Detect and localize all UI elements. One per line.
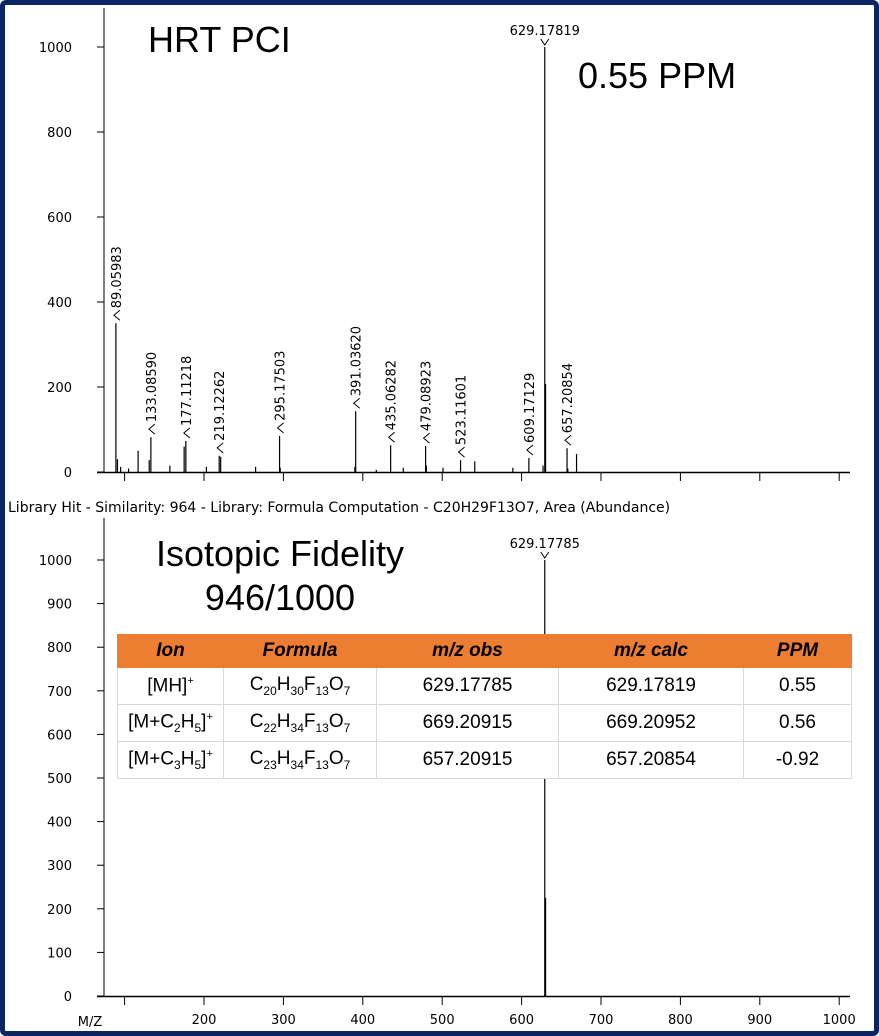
top-spectrum: 0 200 400 600 800 1000 89.05983 133.08590 177.11… — [39, 8, 850, 481]
mz-calc-cell: 629.17819 — [558, 667, 744, 705]
ppm-cell: -0.92 — [743, 741, 852, 779]
ion-table: Ion Formula m/z obs m/z calc PPM [MH]+ C… — [117, 634, 852, 779]
table-header-row: Ion Formula m/z obs m/z calc PPM — [117, 634, 852, 668]
x-tick-label: 700 — [589, 1013, 614, 1028]
x-tick-label: 900 — [747, 1013, 772, 1028]
peak-marker — [148, 423, 156, 435]
y-tick-label: 300 — [47, 859, 72, 874]
x-tick-label: 300 — [271, 1013, 296, 1028]
y-tick-label: 600 — [47, 728, 72, 743]
peak-marker — [457, 446, 465, 458]
y-tick-label: 100 — [47, 946, 72, 961]
peak-marker — [387, 431, 395, 443]
peak-label: 523.11601 — [455, 375, 470, 445]
x-axis-label: M/Z — [78, 1015, 103, 1030]
header-ion: Ion — [117, 634, 224, 668]
peak-label: 89.05983 — [110, 246, 125, 308]
peak-marker — [422, 432, 430, 444]
y-tick-label: 1000 — [39, 554, 72, 569]
y-tick-label: 600 — [47, 211, 72, 226]
peak-label: 479.08923 — [420, 361, 435, 431]
peak-marker — [113, 309, 121, 321]
peak-label: 133.08590 — [145, 352, 160, 422]
ion-cell: [MH]+ — [117, 667, 224, 705]
peak-marker — [540, 38, 550, 46]
x-tick-label: 600 — [509, 1013, 534, 1028]
x-tick-label: 1000 — [823, 1013, 856, 1028]
peak-label: 609.17129 — [523, 373, 538, 443]
y-tick-label: 400 — [47, 296, 72, 311]
bottom-spectrum: 0 100 200 300 400 500 600 700 800 900 1000 200 300 40… — [39, 518, 856, 1028]
peak-marker — [276, 422, 284, 434]
table-row: [M+C3H5]+ C23H34F13O7 657.20915 657.2085… — [117, 741, 852, 779]
y-tick-label: 200 — [47, 903, 72, 918]
mz-calc-cell: 657.20854 — [558, 741, 744, 779]
mz-obs-cell: 629.17785 — [376, 667, 559, 705]
ion-cell: [M+C3H5]+ — [117, 741, 224, 779]
x-tick-label: 500 — [430, 1013, 455, 1028]
formula-cell: C20H30F13O7 — [223, 667, 377, 705]
peak-label: 219.12262 — [213, 371, 228, 441]
y-tick-label: 1000 — [39, 41, 72, 56]
bottom-chart-title: Isotopic Fidelity — [156, 533, 404, 574]
y-tick-label: 0 — [64, 466, 72, 481]
ion-cell: [M+C2H5]+ — [117, 704, 224, 742]
formula-cell: C22H34F13O7 — [223, 704, 377, 742]
mz-calc-cell: 669.20952 — [558, 704, 744, 742]
peak-label: 629.17819 — [510, 24, 580, 39]
y-tick-label: 0 — [64, 990, 72, 1005]
peak-label: 657.20854 — [561, 363, 576, 433]
x-tick-label: 400 — [350, 1013, 375, 1028]
header-ppm: PPM — [743, 634, 852, 668]
x-tick-label: 200 — [192, 1013, 217, 1028]
top-chart-title: HRT PCI — [148, 19, 291, 60]
formula-cell: C23H34F13O7 — [223, 741, 377, 779]
peak-label: 295.17503 — [274, 351, 289, 421]
header-mz-obs: m/z obs — [376, 634, 559, 668]
mz-obs-cell: 657.20915 — [376, 741, 559, 779]
x-tick-label: 800 — [668, 1013, 693, 1028]
y-tick-label: 800 — [47, 641, 72, 656]
peak-marker — [526, 444, 534, 456]
y-tick-label: 900 — [47, 598, 72, 613]
header-formula: Formula — [223, 634, 377, 668]
y-tick-label: 500 — [47, 772, 72, 787]
table-row: [M+C2H5]+ C22H34F13O7 669.20915 669.2095… — [117, 704, 852, 742]
peak-marker — [216, 442, 224, 454]
peak-marker — [183, 427, 191, 439]
library-hit-caption: Library Hit - Similarity: 964 - Library:… — [8, 500, 670, 516]
table-row: [MH]+ C20H30F13O7 629.17785 629.17819 0.… — [117, 667, 852, 705]
y-tick-label: 200 — [47, 381, 72, 396]
peak-marker — [352, 397, 361, 409]
ppm-cell: 0.55 — [743, 667, 852, 705]
mz-obs-cell: 669.20915 — [376, 704, 559, 742]
header-mz-calc: m/z calc — [558, 634, 744, 668]
peak-marker — [540, 551, 550, 559]
peak-label: 391.03620 — [350, 326, 365, 396]
ppm-cell: 0.56 — [743, 704, 852, 742]
bottom-chart-subtitle: 946/1000 — [205, 577, 355, 618]
peak-label: 629.17785 — [510, 537, 580, 552]
peak-marker — [564, 434, 572, 446]
peak-label: 435.06282 — [385, 360, 400, 430]
peak-label: 177.11218 — [180, 356, 195, 426]
y-tick-label: 400 — [47, 816, 72, 831]
y-tick-label: 700 — [47, 685, 72, 700]
y-tick-label: 800 — [47, 126, 72, 141]
ppm-annotation: 0.55 PPM — [578, 55, 736, 96]
